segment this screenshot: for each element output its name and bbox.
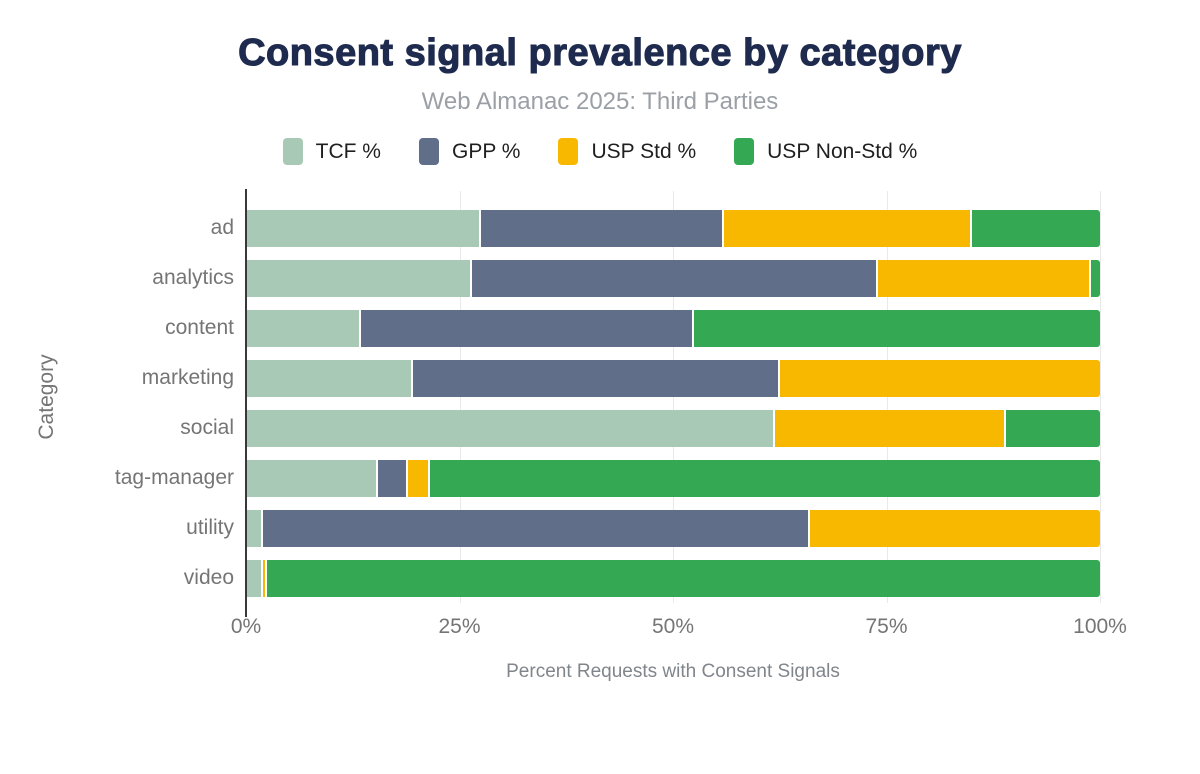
bar-segment-gpp bbox=[480, 209, 725, 247]
bar-segment-usp-std bbox=[779, 359, 1100, 397]
bar-segment-gpp bbox=[378, 459, 409, 497]
category-label: social bbox=[180, 416, 234, 439]
legend-item-gpp: GPP % bbox=[418, 138, 521, 165]
bar-segment-usp-std bbox=[877, 259, 1092, 297]
bar-row-ad: ad bbox=[211, 203, 1100, 253]
bar-segment-usp-std bbox=[775, 409, 1007, 447]
chart-canvas: Consent signal prevalence by category We… bbox=[0, 31, 1200, 774]
plot-area: Category ad analytics content marketing soci… bbox=[0, 189, 1200, 683]
legend-swatch-icon bbox=[282, 138, 303, 165]
bar-segment-usp-std bbox=[408, 459, 430, 497]
category-label: tag-manager bbox=[114, 466, 234, 489]
bar-row-content: content bbox=[165, 303, 1100, 353]
bar-segment-gpp bbox=[361, 309, 695, 347]
legend-swatch-icon bbox=[558, 138, 579, 165]
x-axis-title: Percent Requests with Consent Signals bbox=[506, 661, 840, 682]
chart-subtitle: Web Almanac 2025: Third Parties bbox=[421, 88, 779, 115]
bar-segment-tcf bbox=[246, 259, 473, 297]
bar-segment-tcf bbox=[246, 459, 379, 497]
bar-segment-gpp bbox=[412, 359, 780, 397]
bar-rows: ad analytics content marketing social tag-man… bbox=[115, 189, 1101, 617]
bar-segment-usp-non-std bbox=[1091, 259, 1100, 297]
bar-track bbox=[246, 459, 1100, 497]
category-label: marketing bbox=[141, 366, 234, 389]
x-tick-label: 25% bbox=[438, 615, 481, 638]
bar-segment-usp-std bbox=[724, 209, 972, 247]
bar-track bbox=[246, 509, 1100, 547]
bar-row-utility: utility bbox=[186, 503, 1100, 553]
y-axis-title: Category bbox=[35, 354, 58, 440]
bar-row-tag-manager: tag-manager bbox=[115, 453, 1100, 503]
bar-track bbox=[246, 259, 1100, 297]
bar-row-analytics: analytics bbox=[152, 253, 1100, 303]
gridline bbox=[886, 191, 888, 603]
x-tick-label: 50% bbox=[651, 615, 695, 638]
gridline bbox=[1100, 191, 1101, 603]
bar-segment-tcf bbox=[246, 409, 776, 447]
bar-segment-gpp bbox=[263, 509, 810, 547]
category-label: content bbox=[165, 316, 234, 339]
bar-segment-tcf bbox=[246, 359, 413, 397]
x-tick-label: 100% bbox=[1073, 615, 1127, 638]
bar-track bbox=[246, 359, 1100, 397]
bar-track bbox=[246, 309, 1100, 347]
bar-segment-usp-std bbox=[263, 559, 268, 597]
category-label: video bbox=[183, 566, 234, 589]
x-tick-label: 75% bbox=[865, 615, 908, 638]
legend-item-tcf: TCF % bbox=[282, 138, 381, 165]
bar-track bbox=[246, 209, 1100, 247]
bar-segment-usp-non-std bbox=[429, 459, 1100, 497]
category-label: utility bbox=[186, 516, 234, 539]
bar-segment-tcf bbox=[246, 309, 362, 347]
bar-row-marketing: marketing bbox=[142, 353, 1100, 403]
gridline bbox=[459, 191, 461, 603]
bar-segment-usp-non-std bbox=[694, 309, 1100, 347]
legend: TCF % GPP % USP Std % USP Non-Std % bbox=[0, 138, 1200, 165]
legend-label: TCF % bbox=[315, 139, 381, 163]
x-tick-label: 0% bbox=[230, 615, 262, 638]
bar-segment-usp-non-std bbox=[1006, 409, 1100, 447]
legend-label: GPP % bbox=[451, 139, 521, 163]
bar-segment-usp-non-std bbox=[971, 209, 1100, 247]
legend-item-usp-std: USP Std % bbox=[558, 138, 696, 165]
bar-segment-usp-std bbox=[809, 509, 1100, 547]
category-label: ad bbox=[210, 216, 234, 239]
bar-segment-tcf bbox=[246, 559, 264, 597]
bar-segment-gpp bbox=[472, 259, 878, 297]
legend-swatch-icon bbox=[734, 138, 755, 165]
bar-segment-tcf bbox=[246, 509, 264, 547]
x-axis-ticks: 0% 25% 50% 75% 100% bbox=[231, 603, 1127, 645]
bar-segment-usp-non-std bbox=[267, 559, 1100, 597]
bar-track bbox=[246, 409, 1100, 447]
y-axis-line bbox=[245, 189, 247, 617]
legend-item-usp-non-std: USP Non-Std % bbox=[734, 138, 917, 165]
bar-row-social: social bbox=[180, 403, 1100, 453]
legend-label: USP Non-Std % bbox=[767, 139, 918, 163]
bar-segment-tcf bbox=[246, 209, 481, 247]
bar-track bbox=[246, 559, 1100, 597]
gridline bbox=[673, 191, 674, 603]
legend-swatch-icon bbox=[418, 138, 439, 165]
bar-row-video: video bbox=[184, 553, 1100, 603]
category-label: analytics bbox=[152, 266, 234, 289]
chart-title: Consent signal prevalence by category bbox=[238, 31, 962, 74]
legend-label: USP Std % bbox=[591, 139, 697, 163]
